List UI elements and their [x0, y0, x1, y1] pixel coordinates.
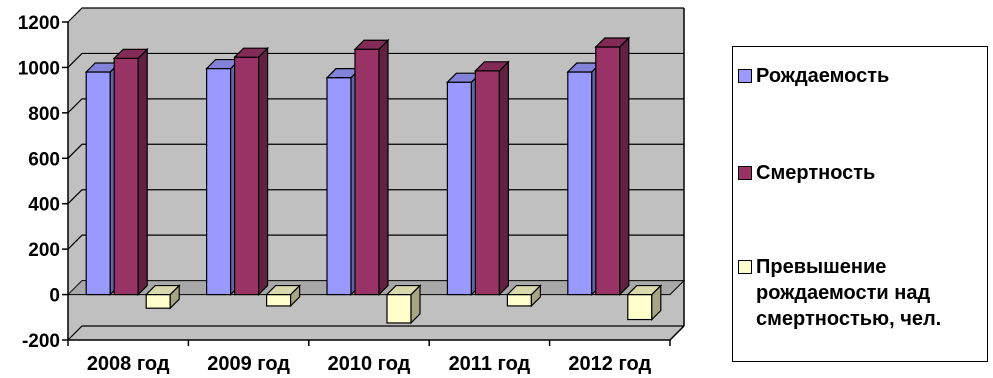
bar-top — [626, 284, 663, 296]
bar-front — [234, 56, 260, 296]
y-axis-tick-labels: 1200 1000 800 600 400 200 0 -200 — [18, 13, 60, 352]
bar — [353, 38, 390, 297]
legend-item-natural-increase: Превышение рождаемости над смертностью, … — [738, 254, 941, 332]
bar-top — [112, 48, 149, 59]
bar-top — [473, 61, 510, 72]
y-tick-label: 1200 — [18, 13, 60, 34]
bar-front — [206, 67, 232, 296]
bar-side — [137, 47, 148, 297]
legend-swatch-natural-increase — [738, 260, 752, 274]
bar-group — [84, 36, 663, 325]
bar-side — [258, 46, 269, 297]
bar-front — [354, 48, 380, 296]
y-tick-label: 0 — [49, 286, 60, 307]
bar — [144, 284, 181, 310]
bar — [473, 60, 510, 297]
chart-plot-area: 1200 1000 800 600 400 200 0 -200 2008 год 2009 г… — [18, 7, 686, 375]
y-tick-label: 800 — [28, 104, 60, 125]
bar-front — [627, 293, 653, 321]
bar-front — [386, 293, 412, 324]
gridline — [67, 325, 684, 341]
bar — [505, 284, 542, 308]
y-tick-label: -200 — [22, 331, 60, 352]
gridline — [67, 7, 684, 23]
bar-front — [266, 293, 292, 307]
x-category-label: 2010 год — [328, 353, 411, 375]
bar — [385, 284, 422, 325]
bar-front — [326, 77, 352, 296]
bar-top — [594, 37, 631, 48]
gridline — [67, 52, 684, 68]
x-axis-category-labels: 2008 год 2009 год 2010 год 2011 год 2012 год — [87, 353, 652, 375]
legend-swatch-birth-rate — [738, 69, 752, 83]
bar-side — [378, 38, 389, 297]
bar-front — [595, 46, 621, 296]
x-category-label: 2009 год — [207, 353, 290, 375]
y-tick-label: 600 — [28, 149, 60, 170]
bar-front — [506, 293, 532, 307]
bar-front — [145, 293, 171, 309]
bar — [233, 46, 270, 297]
bar-top — [385, 284, 422, 296]
bar — [265, 284, 302, 308]
chart-legend: Рождаемость Смертность Превышение рождае… — [732, 46, 988, 362]
legend-item-birth-rate: Рождаемость — [738, 63, 889, 89]
x-category-label: 2011 год — [449, 353, 531, 375]
legend-label: Рождаемость — [756, 65, 890, 87]
bar-side — [619, 36, 630, 297]
bar-top — [233, 47, 270, 58]
legend-item-death-rate: Смертность — [738, 160, 875, 186]
x-axis-depth — [669, 325, 685, 341]
bar-front — [474, 70, 500, 296]
bar-top — [505, 284, 542, 296]
y-tick-label: 400 — [28, 195, 60, 216]
bar-front — [446, 81, 472, 296]
bar-front — [85, 71, 111, 296]
y-tick-label: 1000 — [18, 58, 60, 79]
bar — [112, 47, 149, 297]
bar-top — [265, 284, 302, 296]
bar-front — [113, 57, 139, 296]
legend-label: Превышение рождаемости над смертностью, … — [756, 256, 942, 330]
axes — [62, 21, 685, 346]
x-category-label: 2012 год — [568, 353, 651, 375]
x-category-label: 2008 год — [87, 353, 170, 375]
legend-swatch-death-rate — [738, 166, 752, 180]
bar-top — [353, 39, 390, 50]
y-tick-label: 200 — [28, 240, 60, 261]
bar-top — [144, 284, 181, 296]
bar-side — [498, 60, 509, 297]
bar — [626, 284, 663, 322]
legend-label: Смертность — [756, 162, 876, 184]
bar-front — [567, 71, 593, 296]
bar — [594, 36, 631, 297]
